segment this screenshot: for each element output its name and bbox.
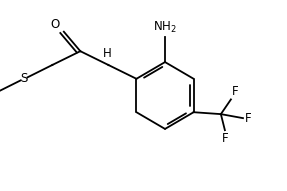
Text: F: F [232, 85, 239, 99]
Text: NH$_2$: NH$_2$ [153, 20, 177, 35]
Text: H: H [102, 47, 111, 60]
Text: S: S [21, 72, 28, 85]
Text: F: F [222, 132, 228, 145]
Text: F: F [245, 112, 252, 125]
Text: O: O [50, 18, 59, 31]
